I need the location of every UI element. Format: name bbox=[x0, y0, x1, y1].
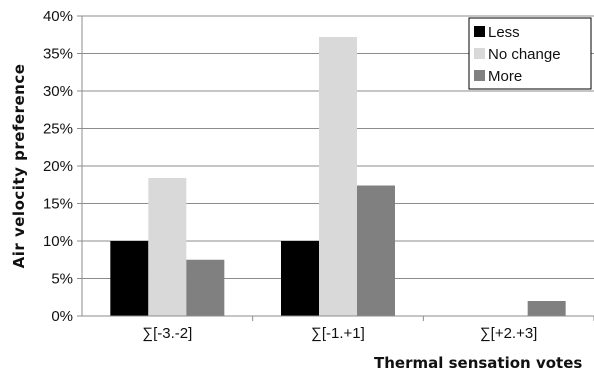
y-tick-label: 20% bbox=[43, 158, 73, 175]
x-tick-label: ∑[-3.-2] bbox=[142, 325, 192, 342]
bars-group bbox=[110, 37, 566, 316]
y-tick-label: 0% bbox=[51, 308, 73, 325]
y-tick-label: 40% bbox=[43, 8, 73, 25]
y-tick-label: 15% bbox=[43, 196, 73, 213]
legend-label: Less bbox=[488, 24, 520, 41]
y-tick-label: 35% bbox=[43, 46, 73, 63]
legend: Less No change More bbox=[468, 17, 592, 90]
y-tick-label: 25% bbox=[43, 121, 73, 138]
bar-more bbox=[357, 185, 395, 316]
x-tick-labels: ∑[-3.-2] ∑[-1.+1] ∑[+2.+3] bbox=[142, 325, 537, 342]
bar-more bbox=[527, 301, 566, 316]
x-axis-label: Thermal sensation votes bbox=[374, 354, 582, 372]
legend-label: More bbox=[488, 68, 522, 85]
legend-swatch-no-change bbox=[474, 48, 485, 59]
bar-more bbox=[186, 259, 225, 316]
x-tick-label: ∑[+2.+3] bbox=[480, 325, 537, 342]
legend-swatch-less bbox=[474, 26, 485, 37]
bar-less bbox=[281, 241, 319, 316]
legend-label: No change bbox=[488, 46, 561, 63]
y-tick-label: 10% bbox=[43, 233, 73, 250]
bar-no-change bbox=[319, 37, 357, 316]
y-tick-labels: 0% 5% 10% 15% 20% 25% 30% 35% 40% bbox=[43, 8, 73, 325]
legend-swatch-more bbox=[474, 70, 485, 81]
y-tick-label: 30% bbox=[43, 83, 73, 100]
bar-no-change bbox=[148, 178, 187, 316]
y-axis-label: Air velocity preference bbox=[10, 64, 28, 269]
axes-group bbox=[81, 16, 594, 317]
legend-box bbox=[468, 17, 592, 90]
x-tick-label: ∑[-1.+1] bbox=[311, 325, 365, 342]
bar-less bbox=[110, 241, 149, 316]
y-tick-label: 5% bbox=[51, 271, 73, 288]
